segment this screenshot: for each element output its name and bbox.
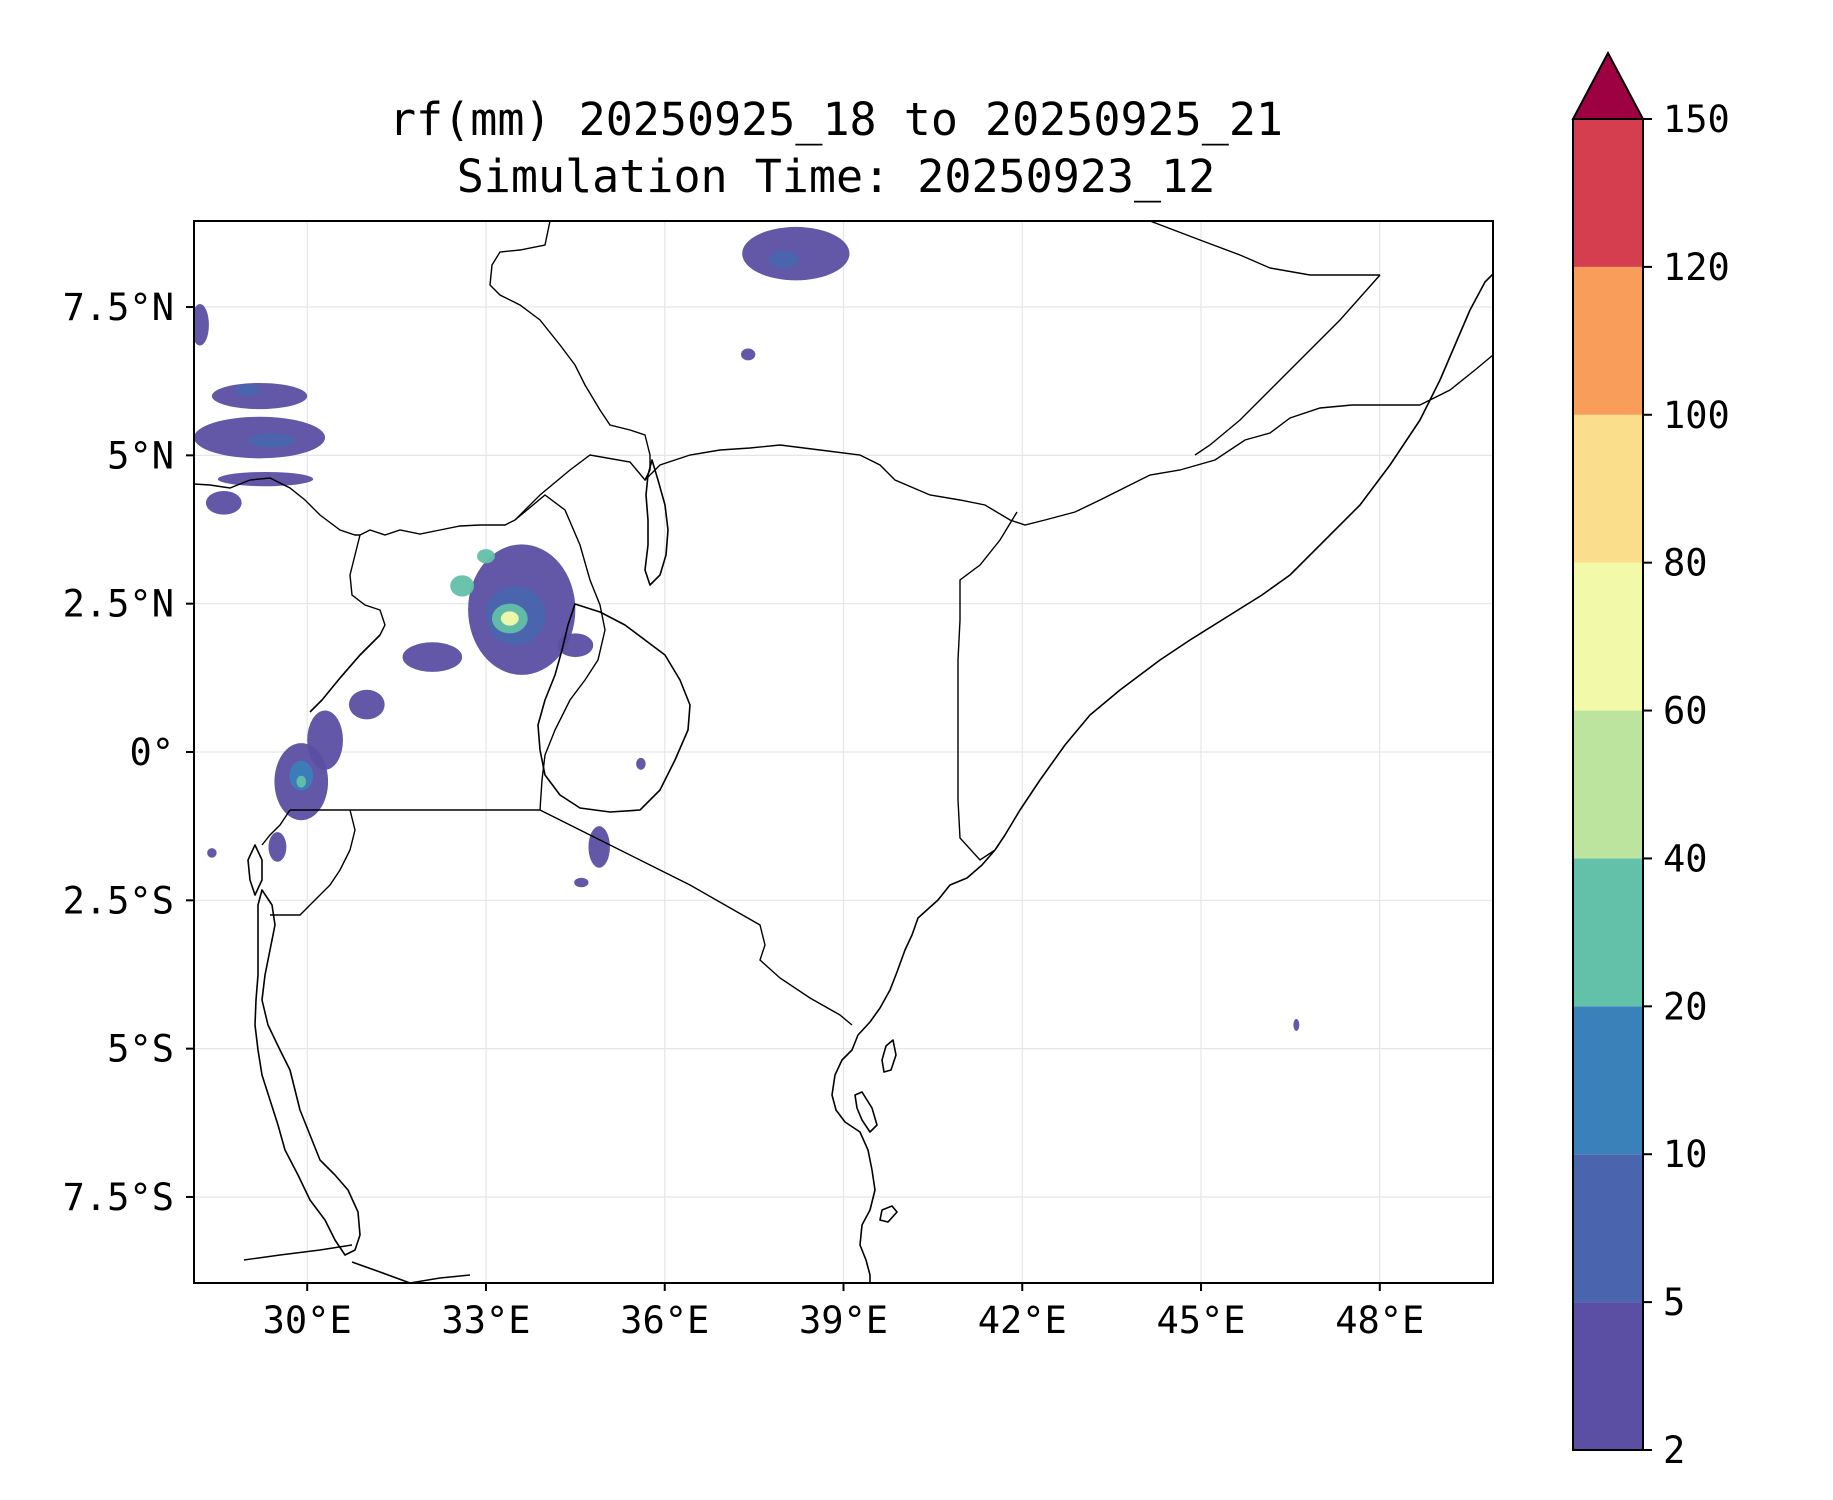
colorbar-label-4: 40 bbox=[1663, 837, 1708, 880]
colorbar-label-7: 100 bbox=[1663, 394, 1730, 437]
colorbar: 2 5 10 20 40 60 80 100 120 150 bbox=[1571, 50, 1730, 1472]
gridlines bbox=[194, 221, 1493, 1283]
rain-cell-28 bbox=[1293, 1018, 1300, 1031]
colorbar-bin-1 bbox=[1573, 1154, 1643, 1303]
border-kenya-tanzania bbox=[539, 809, 853, 1026]
border-south-sudan-drc-car bbox=[194, 477, 360, 536]
colorbar-bin-0 bbox=[1573, 1302, 1643, 1450]
rain-cell-20 bbox=[235, 384, 260, 397]
lat-tick-label-2: 2.5°N bbox=[63, 583, 174, 626]
map-panel[interactable] bbox=[191, 220, 1494, 1284]
rain-cell-4 bbox=[477, 549, 495, 564]
lake-victoria bbox=[537, 603, 691, 813]
border-drc-zambia bbox=[243, 1244, 353, 1261]
lon-tick-label-5: 45°E bbox=[1156, 1299, 1245, 1342]
lat-tick-label-3: 0° bbox=[129, 731, 174, 774]
colorbar-bin-6 bbox=[1573, 414, 1643, 563]
colorbar-extend-arrow bbox=[1571, 50, 1645, 120]
lon-tick-label-4: 42°E bbox=[978, 1299, 1067, 1342]
colorbar-label-6: 80 bbox=[1663, 542, 1708, 585]
colorbar-label-1: 5 bbox=[1663, 1281, 1685, 1324]
border-rwanda-burundi bbox=[261, 809, 291, 846]
border-ethiopia-somalia bbox=[1419, 354, 1493, 406]
rain-cell-7 bbox=[557, 633, 594, 658]
colorbar-bin-7 bbox=[1573, 266, 1643, 415]
border-south-sudan-uganda bbox=[359, 519, 516, 536]
border-burundi-tanzania bbox=[270, 809, 356, 916]
lon-tick-label-6: 48°E bbox=[1335, 1299, 1424, 1342]
longitude-axis: 30°E 33°E 36°E 39°E 42°E 45°E 48°E bbox=[263, 1283, 1424, 1342]
colorbar-bin-5 bbox=[1573, 562, 1643, 711]
rain-cell-21 bbox=[205, 490, 242, 515]
figure-title-line2: Simulation Time: 20250923_12 bbox=[457, 150, 1216, 203]
colorbar-bin-8 bbox=[1573, 119, 1643, 267]
rainfall-field bbox=[194, 226, 1300, 1031]
lon-tick-label-3: 39°E bbox=[799, 1299, 888, 1342]
rain-cell-5 bbox=[450, 575, 475, 597]
colorbar-label-5: 60 bbox=[1663, 690, 1708, 733]
colorbar-label-8: 120 bbox=[1663, 246, 1730, 289]
coastlines-and-borders bbox=[194, 221, 1493, 1283]
rain-cell-14 bbox=[588, 826, 610, 868]
rain-cell-13 bbox=[348, 689, 385, 720]
rain-cell-18 bbox=[247, 433, 296, 448]
border-tanzania-mozambique bbox=[409, 1274, 471, 1283]
colorbar-label-3: 20 bbox=[1663, 985, 1708, 1028]
rain-cell-16 bbox=[636, 757, 646, 770]
rain-cell-23 bbox=[194, 304, 209, 346]
lat-tick-label-4: 2.5°S bbox=[63, 879, 174, 922]
colorbar-label-9: 150 bbox=[1663, 98, 1730, 141]
rain-cell-26 bbox=[741, 348, 756, 361]
lat-tick-label-6: 7.5°S bbox=[63, 1176, 174, 1219]
border-ethiopia-eritrea bbox=[1149, 221, 1380, 276]
colorbar-label-2: 10 bbox=[1663, 1133, 1708, 1176]
border-south-sudan-ethiopia bbox=[489, 221, 651, 521]
rain-cell-6 bbox=[402, 642, 463, 672]
border-uganda-drc bbox=[339, 534, 386, 679]
rain-cell-25 bbox=[769, 250, 799, 269]
colorbar-label-0: 2 bbox=[1663, 1429, 1685, 1472]
rain-cell-11 bbox=[307, 710, 343, 770]
border-kenya-ethiopia bbox=[644, 404, 1420, 526]
border-somaliland-ethiopia bbox=[1194, 274, 1381, 456]
latitude-axis: 7.5°N 5°N 2.5°N 0° 2.5°S 5°S 7.5°S bbox=[63, 286, 194, 1219]
lat-tick-label-5: 5°S bbox=[107, 1028, 174, 1071]
colorbar-bin-2 bbox=[1573, 1006, 1643, 1155]
east-africa-coastline bbox=[831, 273, 1493, 1283]
figure-title-line1: rf(mm) 20250925_18 to 20250925_21 bbox=[389, 93, 1283, 146]
border-uganda-kenya bbox=[514, 494, 606, 811]
rain-cell-19 bbox=[211, 382, 308, 410]
lake-malawi bbox=[351, 1261, 411, 1283]
pemba-island bbox=[881, 1039, 897, 1073]
colorbar-frame bbox=[1572, 118, 1644, 1451]
lon-tick-label-1: 33°E bbox=[441, 1299, 530, 1342]
rain-cell-3 bbox=[500, 611, 519, 626]
colorbar-bin-3 bbox=[1573, 858, 1643, 1007]
lat-tick-label-0: 7.5°N bbox=[63, 286, 174, 329]
mafia-island bbox=[879, 1205, 898, 1223]
lon-tick-label-2: 36°E bbox=[620, 1299, 709, 1342]
rain-cell-15 bbox=[574, 877, 589, 888]
lake-kivu bbox=[247, 844, 263, 896]
rain-cell-10 bbox=[296, 775, 307, 788]
colorbar-bin-4 bbox=[1573, 710, 1643, 859]
zanzibar-island bbox=[854, 1091, 878, 1133]
lake-turkana bbox=[644, 459, 669, 586]
lon-tick-label-0: 30°E bbox=[263, 1299, 352, 1342]
rain-cell-27 bbox=[207, 848, 217, 858]
rain-cell-24 bbox=[742, 226, 850, 281]
rain-cell-12 bbox=[268, 832, 287, 862]
border-kenya-somalia bbox=[957, 511, 1018, 861]
lake-tanganyika bbox=[254, 889, 361, 1256]
lat-tick-label-1: 5°N bbox=[107, 434, 174, 477]
